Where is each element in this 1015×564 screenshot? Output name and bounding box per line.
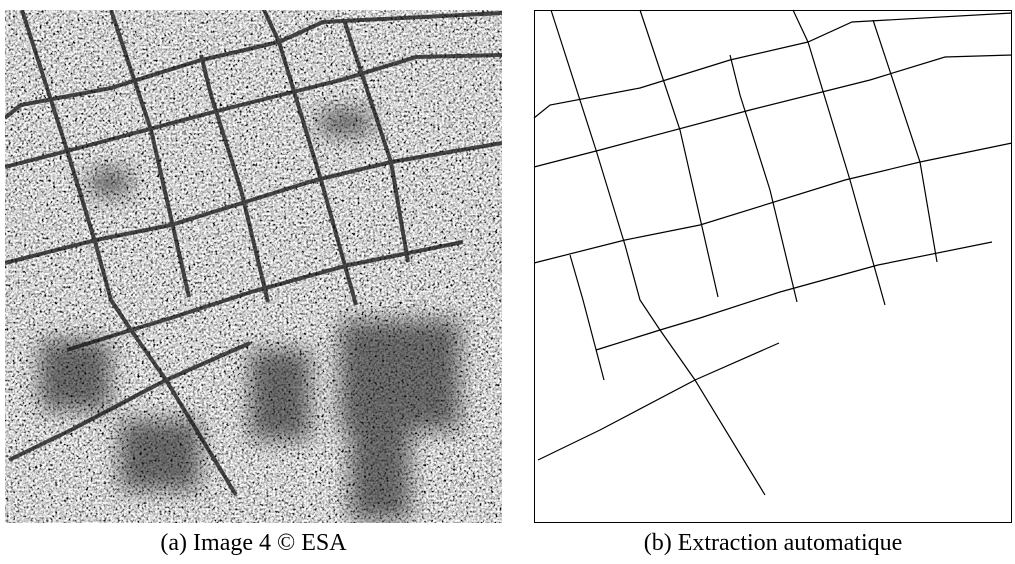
dark-roads <box>5 10 502 497</box>
figure <box>5 9 1013 523</box>
extraction-frame <box>534 10 1012 523</box>
caption-b: (b) Extraction automatique <box>643 530 903 556</box>
caption-a: (a) Image 4 © ESA <box>160 530 347 556</box>
sar-image <box>5 10 502 523</box>
extracted-roads <box>533 9 1013 496</box>
